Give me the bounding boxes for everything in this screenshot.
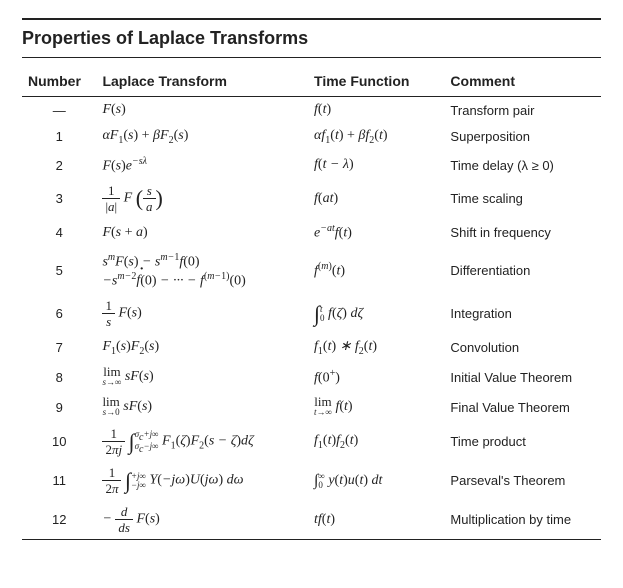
table-row: 7 F1(s)F2(s) f1(t) ∗ f2(t) Convolution: [22, 333, 601, 362]
table-row: 3 1|a| F (sa) f(at) Time scaling: [22, 179, 601, 218]
row-num: 9: [22, 392, 96, 422]
row-comment: Final Value Theorem: [444, 392, 601, 422]
row-num: 2: [22, 151, 96, 180]
row-num: —: [22, 97, 96, 124]
laplace-properties-table: Number Laplace Transform Time Function C…: [22, 68, 601, 540]
table-row: 1 αF1(s) + βF2(s) αf1(t) + βf2(t) Superp…: [22, 123, 601, 151]
row-comment: Multiplication by time: [444, 500, 601, 540]
table-row: 2 F(s)e−sλ f(t − λ) Time delay (λ ≥ 0): [22, 151, 601, 180]
row-time: f1(t)f2(t): [308, 422, 444, 461]
table-row: 8 lims→∞ sF(s) f(0+) Initial Value Theor…: [22, 362, 601, 392]
row-time: f(at): [308, 179, 444, 218]
row-time: ∫t0 f(ζ) dζ: [308, 294, 444, 333]
row-laplace: 1s F(s): [96, 294, 308, 333]
row-laplace: 12π ∫+j∞−j∞ Y(−jω)U(jω) dω: [96, 461, 308, 500]
page-title: Properties of Laplace Transforms: [22, 18, 601, 58]
row-comment: Time scaling: [444, 179, 601, 218]
row-laplace: lims→∞ sF(s): [96, 362, 308, 392]
row-time: αf1(t) + βf2(t): [308, 123, 444, 151]
row-laplace: − dds F(s): [96, 500, 308, 540]
row-num: 8: [22, 362, 96, 392]
table-row: — F(s) f(t) Transform pair: [22, 97, 601, 124]
row-num: 10: [22, 422, 96, 461]
row-comment: Differentiation: [444, 247, 601, 294]
row-laplace: αF1(s) + βF2(s): [96, 123, 308, 151]
row-comment: Convolution: [444, 333, 601, 362]
row-laplace: lims→0 sF(s): [96, 392, 308, 422]
row-num: 1: [22, 123, 96, 151]
row-comment: Shift in frequency: [444, 218, 601, 247]
row-comment: Parseval's Theorem: [444, 461, 601, 500]
row-time: f(0+): [308, 362, 444, 392]
row-time: f(m)(t): [308, 247, 444, 294]
col-laplace: Laplace Transform: [96, 68, 308, 97]
row-laplace: F(s): [96, 97, 308, 124]
table-row: 12 − dds F(s) tf(t) Multiplication by ti…: [22, 500, 601, 540]
table-row: 11 12π ∫+j∞−j∞ Y(−jω)U(jω) dω ∫∞0 y(t)u(…: [22, 461, 601, 500]
row-laplace: F(s + a): [96, 218, 308, 247]
row-comment: Integration: [444, 294, 601, 333]
row-comment: Superposition: [444, 123, 601, 151]
row-comment: Initial Value Theorem: [444, 362, 601, 392]
row-laplace: smF(s) − sm−1f(0) −sm−2f(0) − ··· − f(m−…: [96, 247, 308, 294]
row-laplace: F(s)e−sλ: [96, 151, 308, 180]
row-num: 12: [22, 500, 96, 540]
row-num: 6: [22, 294, 96, 333]
col-comment: Comment: [444, 68, 601, 97]
col-time: Time Function: [308, 68, 444, 97]
row-laplace: 12πj ∫σc+j∞σc−j∞ F1(ζ)F2(s − ζ)dζ: [96, 422, 308, 461]
row-time: f(t − λ): [308, 151, 444, 180]
col-number: Number: [22, 68, 96, 97]
table-row: 6 1s F(s) ∫t0 f(ζ) dζ Integration: [22, 294, 601, 333]
row-num: 3: [22, 179, 96, 218]
table-row: 9 lims→0 sF(s) limt→∞ f(t) Final Value T…: [22, 392, 601, 422]
row-num: 5: [22, 247, 96, 294]
row-time: ∫∞0 y(t)u(t) dt: [308, 461, 444, 500]
row-num: 11: [22, 461, 96, 500]
row-laplace: F1(s)F2(s): [96, 333, 308, 362]
table-row: 10 12πj ∫σc+j∞σc−j∞ F1(ζ)F2(s − ζ)dζ f1(…: [22, 422, 601, 461]
row-comment: Transform pair: [444, 97, 601, 124]
row-num: 4: [22, 218, 96, 247]
table-header-row: Number Laplace Transform Time Function C…: [22, 68, 601, 97]
row-time: f1(t) ∗ f2(t): [308, 333, 444, 362]
table-row: 5 smF(s) − sm−1f(0) −sm−2f(0) − ··· − f(…: [22, 247, 601, 294]
row-time: limt→∞ f(t): [308, 392, 444, 422]
row-comment: Time product: [444, 422, 601, 461]
row-num: 7: [22, 333, 96, 362]
row-time: e−atf(t): [308, 218, 444, 247]
table-row: 4 F(s + a) e−atf(t) Shift in frequency: [22, 218, 601, 247]
row-comment: Time delay (λ ≥ 0): [444, 151, 601, 180]
row-laplace: 1|a| F (sa): [96, 179, 308, 218]
row-time: f(t): [308, 97, 444, 124]
row-time: tf(t): [308, 500, 444, 540]
